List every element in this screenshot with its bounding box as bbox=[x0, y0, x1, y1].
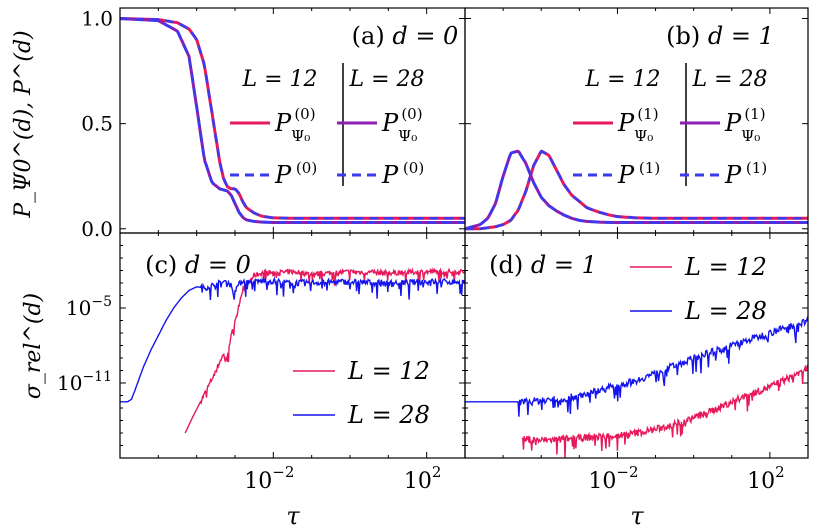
panel-a: 0.0 0.5 1.0 (a) d = 0 L = 12 L = 28 PΨ₀(0) PΨ₀(… bbox=[81, 7, 466, 241]
panel-d: 10−2 102 (d) d = 1 L = 12 L = 28 bbox=[464, 232, 809, 494]
legend-label: P (0) bbox=[381, 159, 424, 189]
series-line-dashed-L28 bbox=[465, 149, 808, 231]
legend-label: PΨ₀(1) bbox=[617, 105, 659, 145]
legend-label: L = 12 bbox=[684, 253, 767, 281]
legend-label: P (0) bbox=[274, 159, 317, 189]
legend-label: L = 12 bbox=[347, 357, 430, 385]
legend-header: L = 28 bbox=[691, 67, 767, 92]
panel-title: (a) d = 0 bbox=[352, 22, 459, 50]
panel-b: (b) d = 1L = 12 L = 28 PΨ₀(1) PΨ₀(1) P (1) P … bbox=[464, 7, 809, 234]
y-tick-label: 0.5 bbox=[81, 112, 113, 136]
legend-label: PΨ₀(0) bbox=[274, 105, 316, 145]
series-group bbox=[120, 17, 465, 224]
legend-label: P (1) bbox=[724, 159, 767, 189]
x-tick-label: 10−2 bbox=[244, 463, 294, 494]
y-tick-label: 0.0 bbox=[81, 217, 113, 241]
panel-title: (d) d = 1 bbox=[489, 251, 597, 279]
legend: L = 12 L = 28 bbox=[630, 253, 767, 325]
series-line-dashed-L12 bbox=[120, 17, 465, 220]
series-group bbox=[465, 316, 808, 458]
series-group bbox=[120, 266, 465, 434]
series-line-dashed-L28 bbox=[120, 17, 465, 224]
y-tick-label: 10−11 bbox=[57, 369, 112, 395]
legend-label: P (1) bbox=[617, 159, 660, 189]
legend-label: PΨ₀(1) bbox=[724, 105, 766, 145]
series-line-dashed-L12 bbox=[465, 149, 808, 231]
series-line-L28 bbox=[120, 276, 465, 403]
legend-header: L = 28 bbox=[348, 67, 424, 92]
y-tick-label: 1.0 bbox=[81, 7, 113, 31]
series-group bbox=[465, 149, 808, 231]
legend-header: L = 12 bbox=[241, 67, 317, 92]
panels: 0.0 0.5 1.0 (a) d = 0 L = 12 L = 28 PΨ₀(0) PΨ₀(… bbox=[57, 7, 809, 494]
legend-header: L = 12 bbox=[584, 67, 660, 92]
legend: L = 12 L = 28 PΨ₀(1) PΨ₀(1) P (1) P (1) bbox=[573, 63, 768, 189]
panel-c: 10−11 10−5 10−2 102 (c) d = 0 L = 12 L = 28 bbox=[57, 232, 466, 494]
panel-title: (c) d = 0 bbox=[145, 251, 251, 279]
y-tick-label: 10−5 bbox=[66, 294, 112, 320]
legend-label: L = 28 bbox=[347, 401, 430, 429]
legend-label: L = 28 bbox=[684, 297, 767, 325]
xlabel-left: τ bbox=[286, 502, 300, 530]
series-line-L12 bbox=[521, 364, 808, 458]
x-tick-label: 10−2 bbox=[588, 463, 638, 494]
legend-label: PΨ₀(0) bbox=[381, 105, 423, 145]
plot-frame bbox=[464, 232, 809, 459]
xlabel-right: τ bbox=[630, 502, 644, 530]
series-line-L28 bbox=[465, 316, 808, 417]
legend: L = 12 L = 28 bbox=[293, 357, 430, 429]
ylabel-top: P_Ψ0^(d), P^(d) bbox=[11, 30, 36, 218]
ylabel-bottom: σ_rel^(d) bbox=[21, 293, 46, 399]
x-tick-label: 102 bbox=[404, 463, 442, 494]
x-tick-label: 102 bbox=[747, 463, 785, 494]
legend: L = 12 L = 28 PΨ₀(0) PΨ₀(0) P (0) P (0) bbox=[230, 63, 425, 189]
panel-title: (b) d = 1 bbox=[666, 22, 774, 50]
